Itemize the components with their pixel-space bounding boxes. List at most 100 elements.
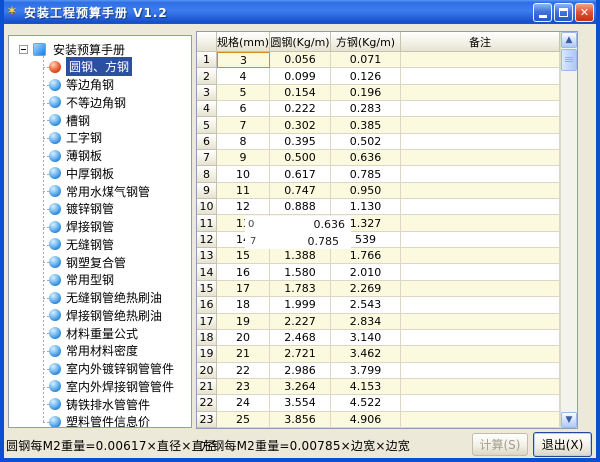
square-steel-cell[interactable]: 0.636 [331,150,401,167]
square-steel-cell[interactable]: 1.766 [331,248,401,265]
row-number[interactable]: 14 [197,264,217,281]
row-number[interactable]: 12 [197,231,217,249]
square-steel-cell[interactable]: 2.543 [331,297,401,314]
collapse-minus-icon[interactable] [19,44,28,54]
remark-cell[interactable] [401,346,560,363]
spec-cell[interactable]: 17 [217,280,270,298]
spec-cell[interactable]: 23 [217,378,270,396]
sidebar-tree-item[interactable]: 塑料管件信息价 [9,413,191,427]
row-number[interactable]: 4 [197,101,217,118]
sidebar-tree-item[interactable]: 中厚钢板 [9,165,191,183]
titlebar[interactable]: ✶ 安装工程预算手册 V1.2 ✕ [4,0,596,24]
spec-cell[interactable]: 15 [217,248,270,265]
row-number[interactable]: 15 [197,280,217,298]
calculate-button[interactable]: 计算(S) [472,433,528,456]
round-steel-cell[interactable]: 1.388 [270,248,331,265]
row-number[interactable]: 19 [197,346,217,363]
remark-cell[interactable] [401,182,560,200]
remark-cell[interactable] [401,411,560,428]
minimize-button[interactable] [533,2,552,22]
row-number[interactable]: 1 [197,52,217,69]
spec-cell[interactable]: 9 [217,150,270,167]
scroll-up-icon[interactable]: ▲ [561,32,577,48]
row-number[interactable]: 9 [197,182,217,200]
round-steel-cell[interactable]: 0.154 [270,84,331,102]
square-steel-cell[interactable]: 4.906 [331,411,401,428]
remark-cell[interactable] [401,280,560,298]
sidebar-tree-item[interactable]: 铸铁排水管管件 [9,395,191,413]
spec-cell[interactable]: 10 [217,166,270,183]
scroll-down-icon[interactable]: ▼ [561,412,577,428]
sidebar-tree-item[interactable]: 常用材料密度 [9,342,191,360]
scrollbar-thumb[interactable] [561,49,577,71]
round-steel-cell[interactable]: 0.500 [270,150,331,167]
spec-cell[interactable]: 24 [217,395,270,412]
square-steel-cell[interactable]: 0.283 [331,101,401,118]
row-number[interactable]: 11 [197,215,217,232]
round-steel-cell[interactable]: 0.747 [270,182,331,200]
sidebar-tree-item[interactable]: 材料重量公式 [9,324,191,342]
round-steel-cell[interactable]: 0.302 [270,117,331,134]
remark-cell[interactable] [401,84,560,102]
row-number[interactable]: 8 [197,166,217,183]
spec-cell[interactable]: 25 [217,411,270,428]
spec-cell[interactable]: 19 [217,313,270,330]
remark-cell[interactable] [401,117,560,134]
spec-cell[interactable]: 21 [217,346,270,363]
sidebar-tree-item[interactable]: 焊接钢管 [9,218,191,236]
row-number[interactable]: 7 [197,150,217,167]
sidebar-tree-item[interactable]: 无缝钢管绝热刷油 [9,289,191,307]
square-steel-cell[interactable]: 0.950 [331,182,401,200]
row-number[interactable]: 5 [197,117,217,134]
square-steel-cell[interactable]: 4.522 [331,395,401,412]
row-number[interactable]: 3 [197,84,217,102]
sidebar-tree-item[interactable]: 圆钢、方钢 [9,57,191,77]
spec-cell[interactable]: 3 [217,52,270,69]
round-steel-cell[interactable]: 1.783 [270,280,331,298]
remark-cell[interactable] [401,329,560,347]
row-number[interactable]: 22 [197,395,217,412]
remark-cell[interactable] [401,231,560,249]
close-button[interactable]: ✕ [575,2,594,22]
square-steel-cell[interactable]: 3.799 [331,362,401,379]
sidebar-tree-item[interactable]: 等边角钢 [9,76,191,94]
row-number[interactable]: 20 [197,362,217,379]
square-steel-cell[interactable]: 0.071 [331,52,401,69]
remark-cell[interactable] [401,166,560,183]
square-steel-cell[interactable]: 0.126 [331,68,401,85]
round-steel-cell[interactable]: 3.554 [270,395,331,412]
square-steel-cell[interactable]: 0.196 [331,84,401,102]
square-steel-cell[interactable]: 1.130 [331,199,401,216]
remark-cell[interactable] [401,68,560,85]
square-steel-cell[interactable]: 0.502 [331,133,401,151]
spec-cell[interactable]: 11 [217,182,270,200]
sidebar-tree-item[interactable]: 室内外焊接钢管管件 [9,378,191,396]
square-steel-cell[interactable]: 0.385 [331,117,401,134]
sidebar-tree-item[interactable]: 镀锌钢管 [9,200,191,218]
spec-cell[interactable]: 16 [217,264,270,281]
remark-cell[interactable] [401,362,560,379]
remark-cell[interactable] [401,101,560,118]
remark-cell[interactable] [401,378,560,396]
round-steel-cell[interactable]: 3.856 [270,411,331,428]
round-steel-cell[interactable]: 3.264 [270,378,331,396]
exit-button[interactable]: 退出(X) [533,432,592,457]
sidebar-tree-item[interactable]: 室内外镀锌钢管管件 [9,360,191,378]
square-steel-cell[interactable]: 3.462 [331,346,401,363]
row-number[interactable]: 23 [197,411,217,428]
maximize-button[interactable] [554,2,573,22]
square-steel-cell[interactable]: 0.785 [331,166,401,183]
sidebar-tree-item[interactable]: 槽钢 [9,111,191,129]
round-steel-cell[interactable]: 1.580 [270,264,331,281]
remark-cell[interactable] [401,264,560,281]
round-steel-cell[interactable]: 2.721 [270,346,331,363]
spec-cell[interactable]: 8 [217,133,270,151]
remark-cell[interactable] [401,150,560,167]
round-steel-cell[interactable]: 1.999 [270,297,331,314]
spec-cell[interactable]: 20 [217,329,270,347]
remark-cell[interactable] [401,215,560,232]
round-steel-cell[interactable]: 0.617 [270,166,331,183]
remark-cell[interactable] [401,313,560,330]
row-number[interactable]: 16 [197,297,217,314]
square-steel-cell[interactable]: 4.153 [331,378,401,396]
